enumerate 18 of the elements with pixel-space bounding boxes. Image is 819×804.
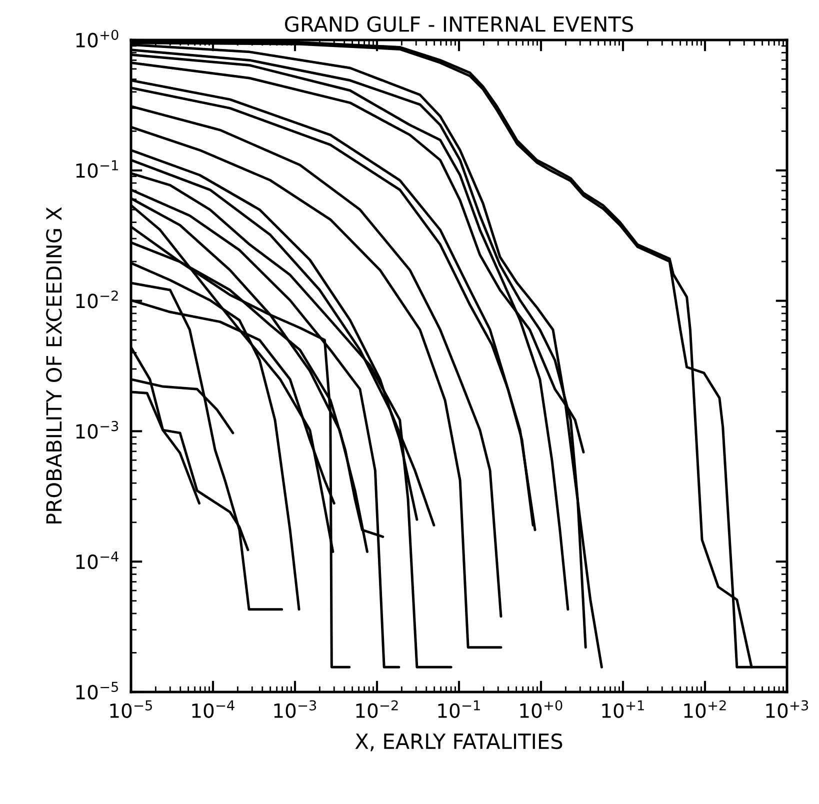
- y-axis-title: PROBABILITY OF EXCEEDING X: [46, 207, 62, 524]
- chart-title: GRAND GULF - INTERNAL EVENTS: [285, 16, 633, 32]
- x-tick-label: 10$^{+0}$: [520, 700, 562, 718]
- x-tick-label: 10$^{+3}$: [766, 700, 808, 718]
- y-tick-label: 10$^{−3}$: [76, 420, 118, 439]
- y-tick-label: 10$^{−2}$: [76, 290, 118, 308]
- y-tick-label: 10$^{−5}$: [76, 682, 118, 700]
- x-tick-label: 10$^{−2}$: [356, 700, 398, 718]
- x-tick-label: 10$^{−5}$: [110, 700, 152, 718]
- y-tick-label: 10$^{+0}$: [76, 30, 118, 48]
- x-tick-label: 10$^{+1}$: [602, 700, 644, 718]
- x-axis-title: X, EARLY FATALITIES: [355, 733, 562, 752]
- x-tick-label: 10$^{−1}$: [438, 700, 480, 718]
- x-tick-label: 10$^{−3}$: [274, 700, 316, 718]
- x-tick-label: 10$^{−4}$: [192, 700, 234, 718]
- y-tick-label: 10$^{−4}$: [76, 551, 118, 570]
- y-tick-label: 10$^{−1}$: [76, 160, 118, 178]
- x-tick-label: 10$^{+2}$: [684, 700, 726, 718]
